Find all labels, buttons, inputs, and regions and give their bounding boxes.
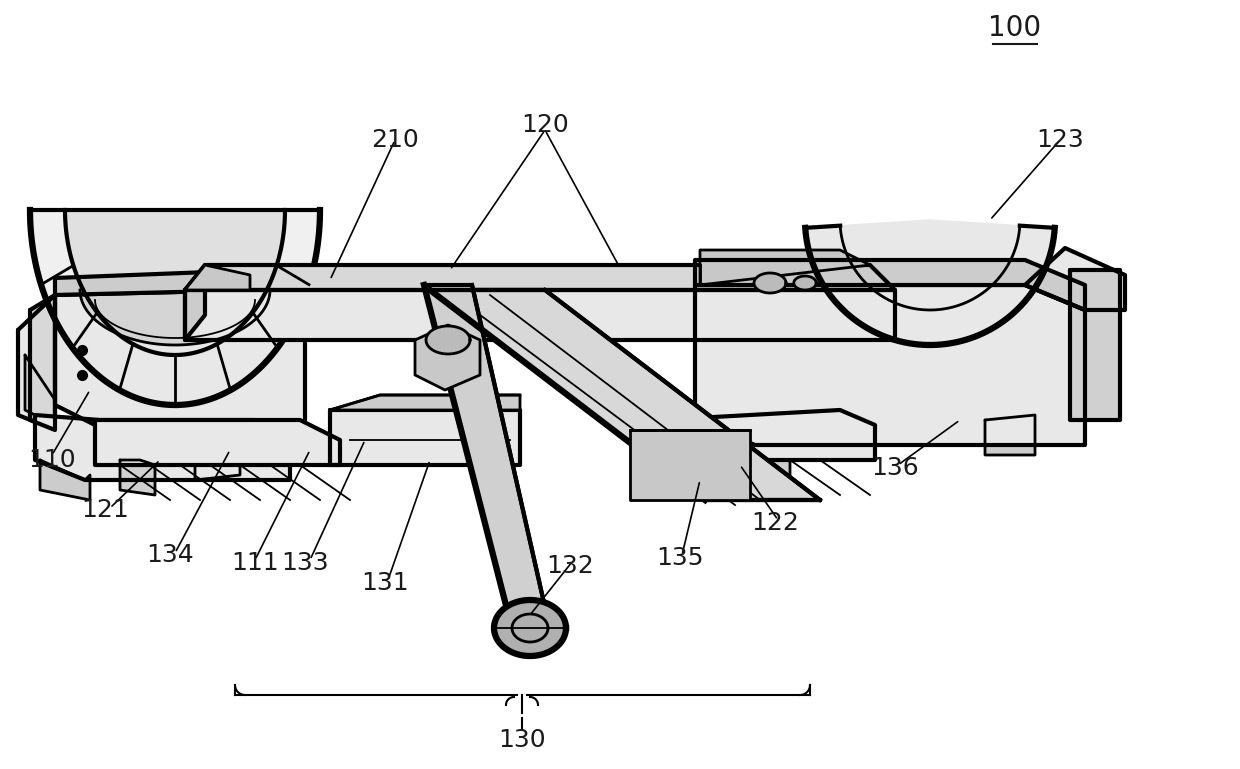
Polygon shape [1070,270,1120,420]
Text: 132: 132 [546,554,594,578]
Polygon shape [195,450,241,480]
Polygon shape [730,420,790,475]
Polygon shape [120,460,155,495]
Polygon shape [985,415,1035,455]
Text: 100: 100 [988,14,1042,42]
Polygon shape [330,395,520,410]
Polygon shape [95,420,340,465]
Polygon shape [19,295,55,430]
Polygon shape [30,210,320,405]
Polygon shape [81,290,270,345]
Text: 122: 122 [751,511,799,535]
Polygon shape [64,210,285,355]
Text: 133: 133 [281,551,329,575]
Polygon shape [701,250,870,285]
Text: 120: 120 [521,113,569,137]
Text: 111: 111 [231,551,279,575]
Polygon shape [794,276,816,290]
Text: 134: 134 [146,543,193,567]
Polygon shape [494,600,565,656]
Polygon shape [185,265,205,340]
Polygon shape [55,290,305,430]
Polygon shape [424,285,549,625]
Text: 210: 210 [371,128,419,152]
Text: 121: 121 [81,498,129,522]
Polygon shape [660,410,875,460]
Text: 131: 131 [361,571,409,595]
Polygon shape [805,220,1055,345]
Polygon shape [1025,248,1125,310]
Polygon shape [630,430,750,500]
Text: 136: 136 [872,456,919,480]
Polygon shape [415,325,480,390]
Polygon shape [185,290,895,340]
Polygon shape [30,295,55,430]
Text: 110: 110 [29,448,76,472]
Polygon shape [35,415,290,480]
Polygon shape [185,265,250,290]
Polygon shape [330,410,520,465]
Text: 123: 123 [1037,128,1084,152]
Polygon shape [694,260,1085,310]
Text: 130: 130 [498,728,546,752]
Text: 135: 135 [656,546,704,570]
Polygon shape [25,355,55,425]
Polygon shape [430,290,820,500]
Polygon shape [694,285,1085,445]
Polygon shape [427,326,470,354]
Polygon shape [40,460,91,500]
Polygon shape [55,270,305,315]
Polygon shape [185,265,895,290]
Polygon shape [754,273,786,293]
